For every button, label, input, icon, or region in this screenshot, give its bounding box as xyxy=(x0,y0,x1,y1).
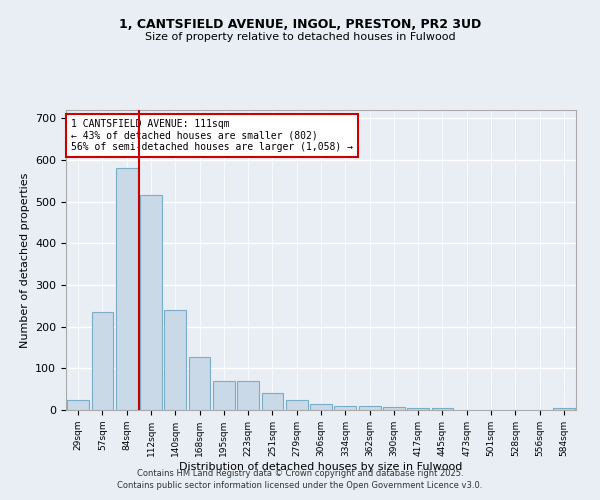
Bar xyxy=(237,381,259,410)
Bar xyxy=(431,408,454,410)
Bar xyxy=(140,196,162,410)
Bar xyxy=(286,400,308,410)
Bar xyxy=(553,408,575,410)
Bar xyxy=(334,406,356,410)
Bar xyxy=(91,312,113,410)
X-axis label: Distribution of detached houses by size in Fulwood: Distribution of detached houses by size … xyxy=(179,462,463,471)
Bar xyxy=(310,404,332,410)
Bar xyxy=(188,356,211,410)
Text: Contains public sector information licensed under the Open Government Licence v3: Contains public sector information licen… xyxy=(118,481,482,490)
Bar xyxy=(359,406,380,410)
Text: Size of property relative to detached houses in Fulwood: Size of property relative to detached ho… xyxy=(145,32,455,42)
Bar xyxy=(164,310,186,410)
Bar xyxy=(213,381,235,410)
Bar xyxy=(67,400,89,410)
Bar xyxy=(262,394,283,410)
Bar xyxy=(116,168,137,410)
Text: Contains HM Land Registry data © Crown copyright and database right 2025.: Contains HM Land Registry data © Crown c… xyxy=(137,468,463,477)
Text: 1 CANTSFIELD AVENUE: 111sqm
← 43% of detached houses are smaller (802)
56% of se: 1 CANTSFIELD AVENUE: 111sqm ← 43% of det… xyxy=(71,119,353,152)
Text: 1, CANTSFIELD AVENUE, INGOL, PRESTON, PR2 3UD: 1, CANTSFIELD AVENUE, INGOL, PRESTON, PR… xyxy=(119,18,481,30)
Bar xyxy=(383,406,405,410)
Y-axis label: Number of detached properties: Number of detached properties xyxy=(20,172,29,348)
Bar xyxy=(407,408,429,410)
